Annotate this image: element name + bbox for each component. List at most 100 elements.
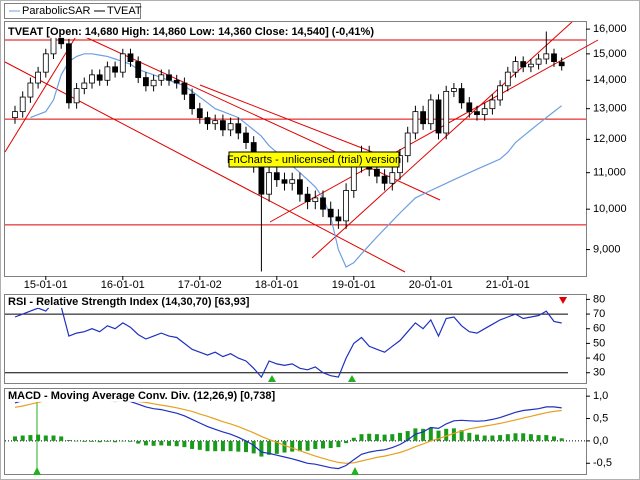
candle-body (281, 179, 288, 184)
histogram-bar (51, 435, 56, 441)
histogram-bar (390, 434, 395, 441)
histogram-bar (328, 440, 333, 449)
histogram-bar (213, 440, 218, 452)
histogram-bar (190, 440, 195, 449)
y-tick-label: 70 (593, 308, 605, 320)
candle-body (327, 208, 334, 218)
candle-body (273, 172, 280, 181)
histogram-bar (13, 436, 17, 441)
candle-body (266, 172, 273, 195)
histogram-bar (344, 440, 349, 444)
histogram-bar (428, 427, 433, 441)
candle-body (12, 111, 18, 119)
candle-body (227, 123, 234, 131)
overbought-marker (559, 297, 567, 304)
histogram-bar (351, 437, 356, 441)
rsi-panel (4, 294, 587, 384)
candle-body (66, 43, 72, 104)
title-background (6, 25, 377, 38)
x-tick-label: 15-01-01 (24, 279, 68, 291)
histogram-bar (459, 430, 464, 441)
candle-body (142, 77, 149, 87)
candle-body (404, 132, 411, 157)
histogram-bar (66, 440, 71, 441)
candle-body (204, 117, 211, 125)
candle-body (558, 61, 565, 67)
histogram-bar (167, 440, 171, 446)
histogram-bar (336, 440, 341, 448)
rsi-line (14, 301, 562, 379)
histogram-bar (267, 440, 272, 455)
panel-title: MACD - Moving Average Conv. Div. (12,26,… (8, 390, 275, 402)
buy-marker (351, 467, 359, 475)
y-tick-label: 40 (593, 352, 605, 364)
histogram-bar (28, 435, 33, 441)
candle-body (389, 172, 396, 184)
histogram-bar (236, 440, 241, 452)
x-tick-label: 17-01-02 (178, 279, 222, 291)
histogram-bar (20, 435, 25, 441)
histogram-bar (367, 433, 372, 441)
histogram-bar (513, 433, 518, 441)
histogram-bar (475, 434, 479, 441)
histogram-bar (467, 432, 472, 441)
oversold-marker (348, 375, 356, 382)
candle-body (289, 179, 296, 184)
histogram-bar (405, 431, 410, 441)
legend-label: ParabolicSAR (22, 5, 91, 17)
candle-body (296, 179, 303, 195)
candle-body (173, 79, 180, 84)
candle-body (42, 53, 49, 73)
panel-title: TVEAT [Open: 14,680 High: 14,860 Low: 14… (8, 26, 374, 38)
histogram-bar (290, 440, 295, 452)
candle-body (112, 66, 118, 73)
candle-body (335, 216, 342, 222)
candle-body (497, 85, 504, 101)
y-tick-label: 60 (593, 323, 605, 335)
candle-body (512, 61, 519, 73)
histogram-bar (251, 440, 256, 454)
y-tick-label: -0,5 (593, 457, 612, 469)
y-tick-label: 0,5 (593, 412, 608, 424)
candle-body (219, 120, 226, 131)
candle-body (73, 88, 80, 104)
candle-body (81, 82, 88, 89)
y-tick-label: 30 (593, 367, 605, 379)
histogram-bar (105, 440, 110, 442)
candle-body (489, 99, 496, 110)
histogram-bar (313, 440, 318, 449)
candle-body (350, 165, 357, 191)
legend-label: TVEAT (107, 5, 142, 17)
candle-body (212, 120, 219, 125)
y-tick-label: 1,0 (593, 390, 608, 402)
candle-body (435, 99, 442, 134)
candle-body (474, 111, 480, 116)
candle-body (551, 53, 557, 62)
legend (4, 3, 141, 19)
oversold-marker (268, 375, 276, 382)
candle-body (304, 193, 311, 203)
candle-body (119, 53, 126, 73)
histogram-bar (451, 428, 456, 441)
histogram-bar (228, 440, 233, 452)
histogram-bar (544, 435, 549, 441)
x-tick-label: 18-01-01 (255, 279, 299, 291)
candle-body (243, 132, 249, 143)
histogram-bar (182, 440, 187, 448)
histogram-bar (498, 435, 503, 441)
panel-title: RSI - Relative Strength Index (14,30,70)… (8, 296, 250, 308)
y-tick-label: 10,000 (593, 203, 627, 215)
histogram-bar (398, 432, 402, 441)
candle-body (312, 197, 319, 203)
histogram-bar (128, 440, 133, 442)
histogram-bar (220, 440, 225, 452)
candle-body (528, 63, 534, 68)
histogram-bar (136, 440, 141, 444)
trend-line (311, 21, 573, 259)
candle-body (343, 190, 350, 222)
y-tick-label: 13,000 (593, 103, 627, 115)
buy-marker (33, 467, 41, 475)
watermark: FnCharts - unlicensed (trial) version (227, 154, 401, 166)
candle-body (258, 165, 265, 195)
histogram-bar (82, 440, 87, 442)
